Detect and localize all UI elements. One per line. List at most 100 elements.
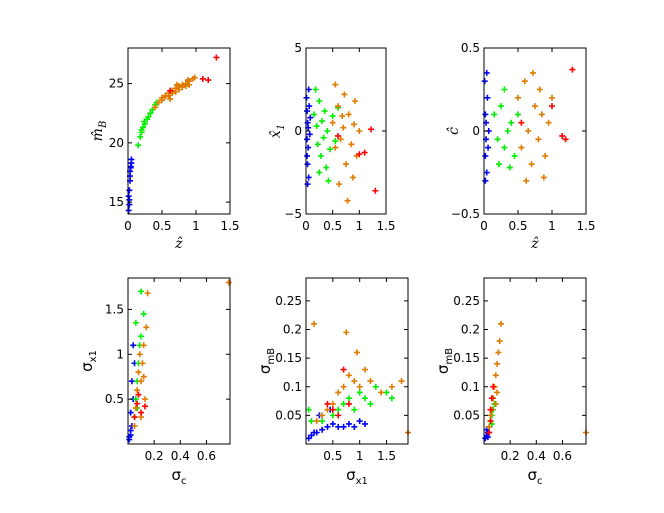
data-point-g3 bbox=[172, 88, 179, 95]
panel-p3: 0 0.5 1 1.5−0.500.5ẑĉ bbox=[446, 41, 596, 252]
axes-frame bbox=[305, 47, 387, 215]
data-point-g1 bbox=[481, 78, 488, 85]
data-point-g3 bbox=[173, 81, 180, 88]
x-axis-label-sub: c bbox=[537, 476, 543, 487]
data-point-g3 bbox=[486, 423, 493, 430]
data-point-g3 bbox=[131, 423, 138, 430]
panel-p4: 0.2 0.4 0.6 0.5 1 1.5 σc σx1 bbox=[78, 277, 232, 487]
data-point-g4 bbox=[134, 400, 141, 407]
x-axis-label-sub: x1 bbox=[356, 476, 368, 487]
data-point-g3 bbox=[136, 351, 143, 358]
data-point-g1 bbox=[305, 86, 312, 93]
data-point-g3 bbox=[536, 86, 543, 93]
data-point-g2 bbox=[317, 152, 324, 159]
data-point-g1 bbox=[319, 426, 326, 433]
data-point-g3 bbox=[378, 389, 385, 396]
data-point-g4 bbox=[518, 119, 525, 126]
x-tick-label: 0.6 bbox=[197, 449, 216, 463]
data-point-g2 bbox=[132, 319, 139, 326]
data-point-g2 bbox=[383, 389, 390, 396]
x-tick-label: 0 bbox=[124, 219, 132, 233]
data-point-g3 bbox=[538, 111, 545, 118]
data-point-g4 bbox=[142, 403, 148, 410]
data-point-g3 bbox=[367, 378, 374, 385]
data-point-g2 bbox=[388, 395, 395, 402]
data-point-g3 bbox=[335, 389, 342, 396]
data-point-g4 bbox=[135, 391, 142, 398]
data-point-g2 bbox=[501, 86, 508, 93]
data-point-g3 bbox=[332, 144, 339, 151]
data-point-g1 bbox=[127, 427, 134, 434]
data-point-g3 bbox=[349, 174, 356, 181]
data-point-g3 bbox=[545, 119, 552, 126]
data-point-g3 bbox=[525, 128, 532, 134]
y-tick-label: 0.5 bbox=[461, 41, 480, 55]
data-point-g4 bbox=[138, 409, 145, 416]
data-point-g4 bbox=[372, 187, 379, 194]
data-point-g3 bbox=[337, 136, 344, 143]
y-tick-label: 0.25 bbox=[275, 294, 302, 308]
y-axis-label: σmB bbox=[434, 348, 455, 374]
data-point-g2 bbox=[313, 123, 320, 130]
data-point-g1 bbox=[345, 420, 352, 427]
data-point-g1 bbox=[335, 423, 342, 430]
data-point-g3 bbox=[343, 329, 350, 336]
data-point-g3 bbox=[388, 383, 395, 390]
data-point-g1 bbox=[130, 342, 137, 349]
data-point-g2 bbox=[141, 118, 148, 125]
data-point-g1 bbox=[362, 420, 369, 427]
data-point-g2 bbox=[335, 406, 342, 413]
data-point-g2 bbox=[325, 177, 332, 184]
y-tick-label: 0 bbox=[472, 124, 480, 138]
y-axis-label-sub: mB bbox=[266, 348, 277, 365]
data-point-g3 bbox=[165, 92, 172, 99]
data-point-g3 bbox=[135, 369, 142, 376]
x-axis-label: σc bbox=[171, 466, 186, 487]
data-point-g4 bbox=[569, 66, 576, 73]
data-point-g3 bbox=[498, 320, 504, 327]
data-point-g2 bbox=[332, 137, 339, 144]
data-point-g1 bbox=[483, 69, 490, 76]
x-tick-label: 1.5 bbox=[220, 219, 239, 233]
data-point-g1 bbox=[307, 114, 314, 121]
x-tick-label: 0.6 bbox=[553, 449, 572, 463]
data-point-g3 bbox=[343, 161, 349, 168]
data-point-g1 bbox=[306, 131, 313, 138]
data-point-g1 bbox=[126, 187, 133, 194]
data-point-g3 bbox=[142, 396, 148, 403]
data-point-g2 bbox=[319, 118, 325, 125]
y-tick-label: −5 bbox=[284, 207, 302, 221]
data-point-g1 bbox=[485, 144, 492, 151]
y-axis-label: x̂1 bbox=[268, 124, 287, 138]
data-point-g3 bbox=[492, 372, 499, 379]
points-p3 bbox=[481, 66, 576, 184]
data-point-g2 bbox=[137, 133, 144, 140]
data-point-g1 bbox=[484, 94, 491, 101]
data-point-g3 bbox=[487, 412, 494, 419]
data-point-g3 bbox=[132, 405, 139, 412]
data-point-g3 bbox=[182, 82, 189, 89]
data-point-g1 bbox=[484, 434, 491, 441]
data-point-g3 bbox=[140, 373, 147, 380]
panel-p1: 0 0.5 1 1.5 15 20 25 ẑ m̂B bbox=[90, 47, 240, 252]
data-point-g4 bbox=[205, 77, 212, 84]
x-tick-label: 0.5 bbox=[323, 219, 342, 233]
data-point-g2 bbox=[515, 111, 521, 118]
data-point-g3 bbox=[329, 400, 336, 407]
data-point-g3 bbox=[362, 366, 369, 373]
data-point-g1 bbox=[127, 409, 134, 416]
data-point-g3 bbox=[225, 279, 232, 286]
data-point-g2 bbox=[362, 395, 369, 402]
data-point-g1 bbox=[482, 177, 489, 184]
data-point-g4 bbox=[167, 87, 174, 94]
data-point-g3 bbox=[179, 84, 186, 91]
data-point-g3 bbox=[515, 94, 521, 101]
data-point-g2 bbox=[491, 111, 498, 118]
data-point-g1 bbox=[483, 169, 490, 176]
data-point-g3 bbox=[356, 383, 363, 390]
data-point-g3 bbox=[540, 174, 547, 181]
data-point-g3 bbox=[549, 94, 555, 101]
x-tick-label: 0.2 bbox=[501, 449, 520, 463]
data-point-g3 bbox=[523, 177, 530, 184]
